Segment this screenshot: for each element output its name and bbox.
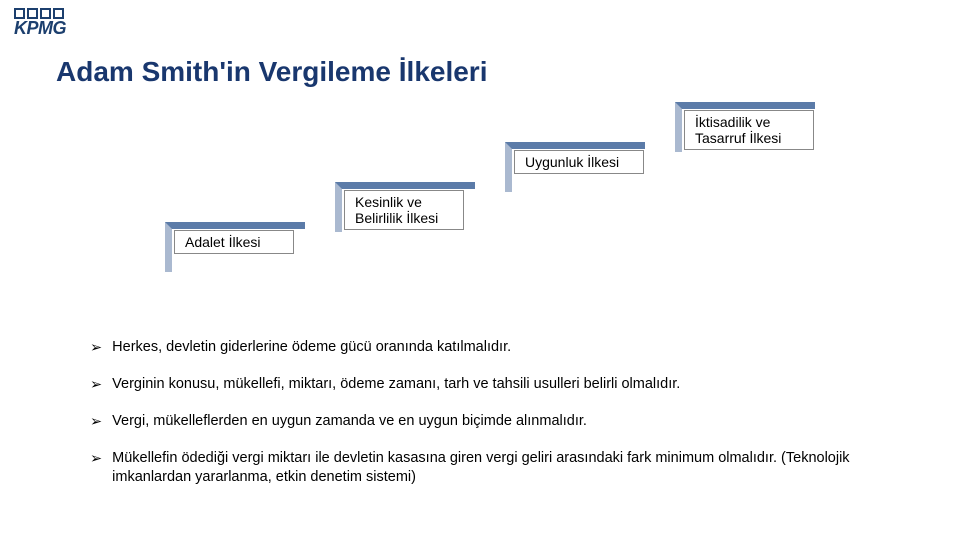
- bullet-marker-icon: ➢: [90, 339, 102, 357]
- kpmg-logo: KPMG: [14, 8, 66, 37]
- bullet-marker-icon: ➢: [90, 413, 102, 431]
- bullet-text: Mükellefin ödediği vergi miktarı ile dev…: [112, 449, 900, 485]
- bullet-item: ➢ Vergi, mükelleflerden en uygun zamanda …: [90, 412, 900, 431]
- step-label: Kesinlik ve Belirlilik İlkesi: [344, 190, 464, 230]
- step-label: İktisadilik ve Tasarruf İlkesi: [684, 110, 814, 150]
- staircase-diagram: Adalet İlkesi Kesinlik ve Belirlilik İlke…: [140, 90, 920, 280]
- bullet-item: ➢ Herkes, devletin giderlerine ödeme gücü…: [90, 338, 900, 357]
- bullet-text: Herkes, devletin giderlerine ödeme gücü …: [112, 338, 511, 356]
- page-title: Adam Smith'in Vergileme İlkeleri: [56, 56, 487, 88]
- bullet-marker-icon: ➢: [90, 376, 102, 394]
- bullet-text: Vergi, mükelleflerden en uygun zamanda v…: [112, 412, 587, 430]
- bullet-marker-icon: ➢: [90, 450, 102, 468]
- bullet-text: Verginin konusu, mükellefi, miktarı, öde…: [112, 375, 680, 393]
- bullet-item: ➢ Mükellefin ödediği vergi miktarı ile de…: [90, 449, 900, 485]
- bullet-item: ➢ Verginin konusu, mükellefi, miktarı, öd…: [90, 375, 900, 394]
- step-label: Uygunluk İlkesi: [514, 150, 644, 174]
- step-label: Adalet İlkesi: [174, 230, 294, 254]
- bullet-list: ➢ Herkes, devletin giderlerine ödeme gücü…: [90, 320, 900, 504]
- logo-text: KPMG: [14, 19, 66, 37]
